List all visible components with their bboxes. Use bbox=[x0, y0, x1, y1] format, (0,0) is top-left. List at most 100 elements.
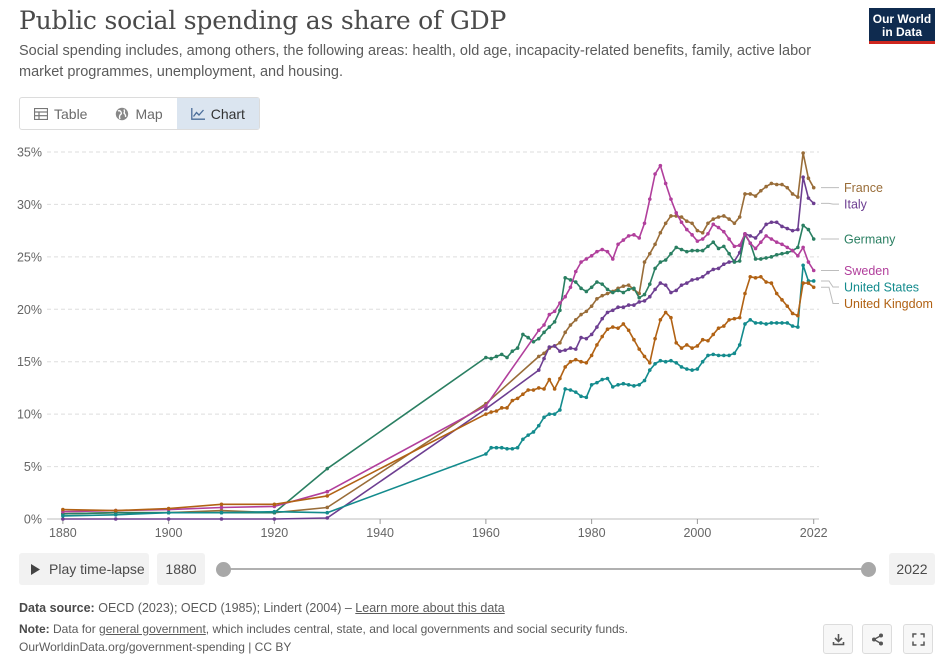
data-point bbox=[679, 365, 684, 369]
timeline-track[interactable] bbox=[223, 568, 869, 570]
legend-label: United Kingdom bbox=[844, 297, 933, 311]
data-point bbox=[584, 289, 589, 294]
data-point bbox=[610, 257, 615, 261]
download-icon bbox=[832, 633, 844, 645]
note-text-1: Data for bbox=[53, 622, 96, 636]
data-point bbox=[616, 242, 620, 247]
data-point bbox=[663, 221, 668, 226]
data-point bbox=[806, 260, 811, 264]
data-point bbox=[510, 349, 515, 354]
data-point bbox=[505, 446, 509, 451]
data-point bbox=[647, 251, 652, 256]
data-point bbox=[526, 433, 530, 437]
data-point bbox=[700, 337, 705, 342]
start-year-box[interactable]: 1880 bbox=[157, 553, 205, 585]
data-point bbox=[605, 376, 610, 381]
data-point bbox=[774, 291, 779, 296]
data-point bbox=[679, 220, 684, 225]
owid-logo[interactable]: Our World in Data bbox=[869, 8, 935, 44]
start-year-handle[interactable] bbox=[216, 562, 231, 577]
table-icon bbox=[34, 107, 48, 120]
data-point bbox=[558, 301, 562, 305]
data-point bbox=[632, 233, 636, 237]
data-point bbox=[605, 287, 610, 292]
data-point bbox=[531, 388, 536, 392]
end-year-handle[interactable] bbox=[861, 562, 876, 577]
data-point bbox=[690, 346, 694, 350]
data-point bbox=[626, 234, 631, 238]
data-point bbox=[801, 223, 805, 228]
data-point bbox=[325, 466, 330, 471]
data-point bbox=[616, 305, 620, 309]
data-point bbox=[700, 359, 705, 364]
data-point bbox=[811, 201, 816, 206]
data-point bbox=[558, 408, 562, 412]
data-point bbox=[484, 355, 488, 360]
data-point bbox=[743, 322, 747, 326]
data-point bbox=[796, 245, 800, 250]
end-year-box[interactable]: 2022 bbox=[889, 553, 935, 585]
tab-chart-label: Chart bbox=[210, 105, 245, 122]
data-point bbox=[690, 221, 694, 226]
data-point bbox=[722, 324, 726, 328]
data-point bbox=[780, 242, 784, 247]
note-prefix: Note: bbox=[19, 622, 50, 636]
data-point bbox=[484, 452, 488, 456]
data-point bbox=[737, 259, 742, 263]
line-chart: 0% 5% 10% 15% 20% 25% 30% 35% 1880 1900 1920 1940 19… bbox=[17, 146, 933, 541]
data-point bbox=[764, 184, 768, 189]
data-point bbox=[690, 278, 694, 282]
download-button[interactable] bbox=[823, 624, 853, 654]
data-point bbox=[706, 270, 710, 275]
data-point bbox=[552, 387, 557, 391]
data-point bbox=[716, 326, 721, 330]
chart-subtitle: Social spending includes, among others, … bbox=[19, 43, 812, 80]
tab-map[interactable]: Map bbox=[101, 98, 176, 129]
x-tick-label: 1940 bbox=[366, 526, 394, 540]
play-timelapse-button[interactable]: Play time-lapse bbox=[19, 553, 149, 585]
data-point bbox=[542, 387, 546, 391]
y-tick-label: 20% bbox=[17, 303, 42, 317]
general-government-link[interactable]: general government bbox=[99, 622, 206, 636]
url-line[interactable]: OurWorldinData.org/government-spending |… bbox=[19, 640, 292, 654]
fullscreen-button[interactable] bbox=[903, 624, 933, 654]
data-point bbox=[219, 510, 224, 515]
logo-line-2: in Data bbox=[881, 25, 922, 39]
data-point bbox=[563, 294, 567, 299]
data-point bbox=[626, 382, 631, 387]
data-point bbox=[637, 291, 642, 296]
data-point bbox=[526, 335, 530, 340]
x-tick-label: 1880 bbox=[49, 526, 77, 540]
share-button[interactable] bbox=[862, 624, 892, 654]
learn-more-link[interactable]: Learn more about this data bbox=[355, 601, 505, 615]
data-point bbox=[695, 239, 700, 243]
data-point bbox=[674, 360, 679, 365]
y-tick-label: 25% bbox=[17, 250, 42, 264]
data-point bbox=[748, 317, 753, 322]
x-tick-label: 2000 bbox=[683, 526, 711, 540]
data-point bbox=[722, 353, 726, 358]
data-point bbox=[764, 280, 768, 284]
series-line bbox=[62, 164, 815, 513]
data-point bbox=[674, 288, 679, 293]
tab-table[interactable]: Table bbox=[20, 98, 101, 129]
data-point bbox=[647, 360, 652, 365]
data-point bbox=[600, 334, 605, 339]
data-point bbox=[499, 406, 504, 410]
data-point bbox=[753, 321, 758, 325]
data-point bbox=[679, 346, 684, 350]
data-point bbox=[727, 317, 731, 322]
data-point bbox=[785, 185, 790, 190]
data-point bbox=[732, 244, 737, 249]
data-point bbox=[505, 355, 509, 360]
tab-chart[interactable]: Chart bbox=[176, 98, 259, 129]
globe-icon bbox=[116, 107, 129, 120]
data-point bbox=[637, 300, 642, 304]
data-point bbox=[325, 516, 330, 520]
data-point bbox=[632, 384, 636, 388]
data-point bbox=[658, 230, 663, 235]
data-point bbox=[780, 321, 784, 325]
data-point bbox=[499, 445, 504, 450]
y-tick-label: 15% bbox=[17, 355, 42, 369]
chart-title: Public social spending as share of GDP bbox=[19, 6, 507, 35]
